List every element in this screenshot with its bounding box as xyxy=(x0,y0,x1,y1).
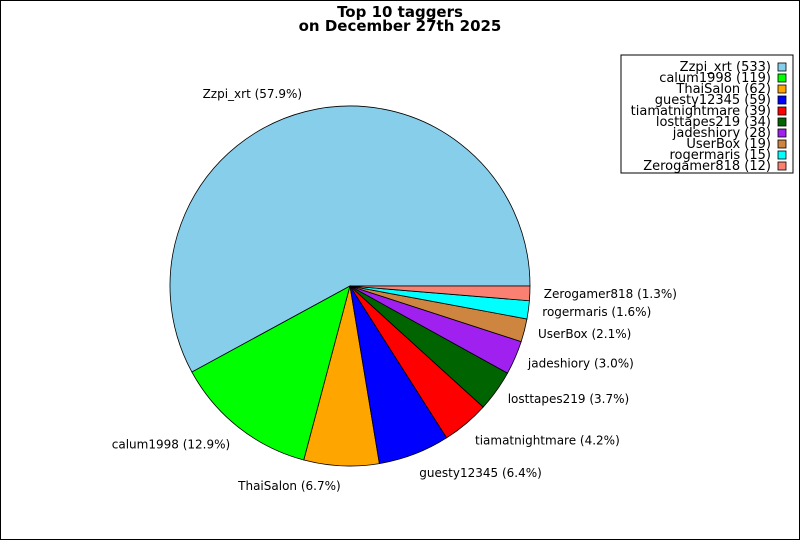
legend-swatch-losttapes219 xyxy=(777,117,787,127)
slice-label-calum1998: calum1998 (12.9%) xyxy=(112,438,230,452)
pie-slice-calum1998 xyxy=(191,285,351,461)
legend-swatch-rogermaris xyxy=(777,150,787,160)
legend-label-rogermaris: rogermaris (15) xyxy=(669,148,771,163)
pie-slice-zerogamer818 xyxy=(349,285,531,302)
pie-slices xyxy=(169,105,531,467)
legend-swatch-guesty12345 xyxy=(777,95,787,105)
legend-label-thaisalon: ThaiSalon (62) xyxy=(675,82,771,97)
legend-label-guesty12345: guesty12345 (59) xyxy=(655,93,771,108)
pie-slice-zzpi_xrt xyxy=(169,105,531,373)
legend-swatch-zerogamer818 xyxy=(777,161,787,171)
legend-label-zerogamer818: Zerogamer818 (12) xyxy=(643,159,771,174)
slice-label-guesty12345: guesty12345 (6.4%) xyxy=(419,466,542,480)
chart-title-line2: on December 27th 2025 xyxy=(299,17,502,35)
legend: Zzpi_xrt (533)calum1998 (119)ThaiSalon (… xyxy=(620,54,794,174)
slice-label-userbox: UserBox (2.1%) xyxy=(538,327,631,341)
slice-label-thaisalon: ThaiSalon (6.7%) xyxy=(237,479,341,493)
slice-labels: Zzpi_xrt (57.9%) calum1998 (12.9%) ThaiSal… xyxy=(112,87,677,493)
legend-swatch-tiamatnightmare xyxy=(777,106,787,116)
slice-label-losttapes219: losttapes219 (3.7%) xyxy=(508,392,630,406)
legend-label-zzpi_xrt: Zzpi_xrt (533) xyxy=(680,60,771,75)
legend-box xyxy=(620,54,794,174)
legend-swatch-zzpi_xrt xyxy=(777,62,787,72)
legend-swatch-userbox xyxy=(777,139,787,149)
legend-swatch-thaisalon xyxy=(777,84,787,94)
slice-label-rogermaris: rogermaris (1.6%) xyxy=(542,305,651,319)
legend-label-losttapes219: losttapes219 (34) xyxy=(656,115,771,130)
slice-label-jadeshiory: jadeshiory (3.0%) xyxy=(527,356,634,370)
legend-label-tiamatnightmare: tiamatnightmare (39) xyxy=(631,104,771,119)
slice-label-zzpi_xrt: Zzpi_xrt (57.9%) xyxy=(203,87,303,101)
legend-swatch-calum1998 xyxy=(777,73,787,83)
chart-title-line1: Top 10 taggers xyxy=(337,3,463,21)
slice-label-tiamatnightmare: tiamatnightmare (4.2%) xyxy=(475,433,620,447)
slice-label-zerogamer818: Zerogamer818 (1.3%) xyxy=(544,287,677,301)
legend-label-calum1998: calum1998 (119) xyxy=(659,71,771,86)
legend-label-userbox: UserBox (19) xyxy=(686,137,771,152)
legend-swatch-jadeshiory xyxy=(777,128,787,138)
legend-label-jadeshiory: jadeshiory (28) xyxy=(672,126,771,141)
